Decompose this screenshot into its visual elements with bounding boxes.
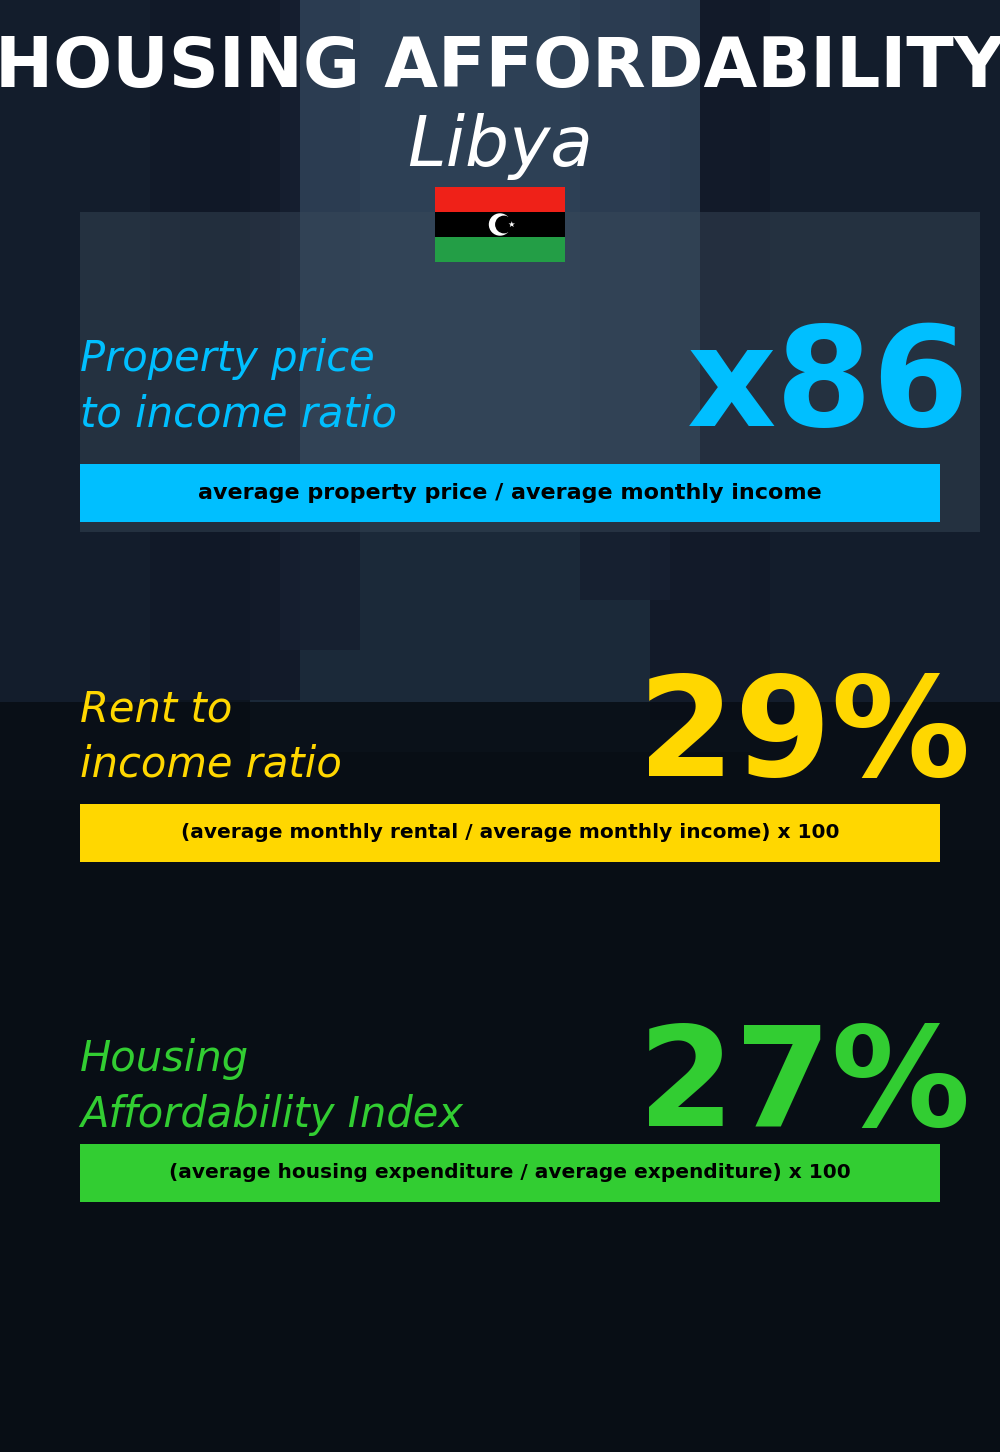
Text: (average housing expenditure / average expenditure) x 100: (average housing expenditure / average e…: [169, 1163, 851, 1182]
Bar: [150, 0, 300, 700]
Bar: [580, 0, 670, 600]
Bar: [750, 0, 1000, 849]
Text: Property price
to income ratio: Property price to income ratio: [80, 338, 397, 436]
Bar: [0, 701, 1000, 1452]
Bar: [0, 0, 180, 800]
Bar: [250, 0, 750, 752]
Text: HOUSING AFFORDABILITY: HOUSING AFFORDABILITY: [0, 33, 1000, 100]
Text: average property price / average monthly income: average property price / average monthly…: [198, 484, 822, 502]
Bar: [435, 212, 565, 237]
Bar: [435, 237, 565, 261]
Bar: [435, 187, 565, 212]
Bar: [80, 465, 940, 523]
Bar: [80, 212, 980, 531]
Text: x86: x86: [687, 319, 970, 454]
Circle shape: [496, 216, 512, 232]
Bar: [80, 804, 940, 862]
Bar: [300, 0, 700, 502]
Text: Housing
Affordability Index: Housing Affordability Index: [80, 1038, 463, 1135]
Text: Rent to
income ratio: Rent to income ratio: [80, 688, 342, 786]
Text: Libya: Libya: [407, 113, 593, 180]
Bar: [80, 1144, 940, 1202]
Text: 29%: 29%: [638, 669, 970, 804]
Circle shape: [490, 213, 511, 235]
Text: (average monthly rental / average monthly income) x 100: (average monthly rental / average monthl…: [181, 823, 839, 842]
Text: 27%: 27%: [638, 1019, 970, 1154]
Bar: [650, 0, 770, 720]
Text: ★: ★: [508, 221, 515, 229]
Bar: [280, 0, 360, 650]
